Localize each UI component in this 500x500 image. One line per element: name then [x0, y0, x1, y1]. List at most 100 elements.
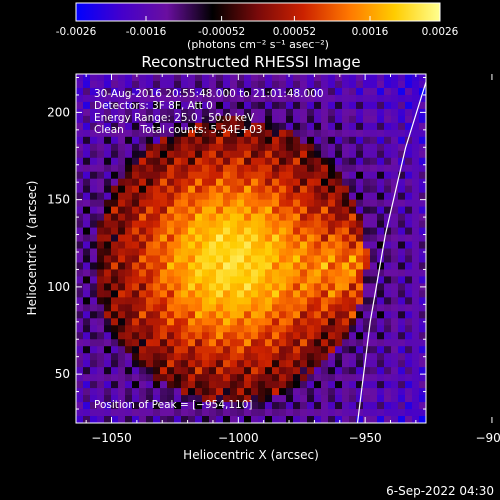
- heatmap-cell: [125, 206, 133, 214]
- heatmap-cell: [335, 164, 343, 173]
- heatmap-cell: [195, 353, 203, 361]
- heatmap-cell: [132, 318, 140, 326]
- heatmap-cell: [363, 374, 371, 382]
- heatmap-cell: [370, 409, 378, 417]
- heatmap-cell: [167, 185, 175, 194]
- heatmap-cell: [279, 122, 287, 131]
- heatmap-cell: [300, 87, 308, 96]
- heatmap-cell: [230, 248, 238, 256]
- heatmap-cell: [293, 290, 301, 298]
- heatmap-cell: [146, 262, 154, 270]
- heatmap-cell: [293, 122, 301, 131]
- heatmap-cell: [251, 402, 259, 410]
- heatmap-cell: [104, 346, 112, 354]
- heatmap-cell: [111, 381, 119, 389]
- heatmap-cells: [76, 74, 426, 423]
- heatmap-cell: [237, 94, 245, 103]
- heatmap-cell: [286, 374, 294, 382]
- heatmap-cell: [314, 185, 322, 194]
- heatmap-cell: [335, 150, 343, 159]
- heatmap-cell: [300, 199, 308, 208]
- heatmap-cell: [356, 164, 364, 173]
- heatmap-cell: [314, 143, 322, 152]
- heatmap-cell: [76, 157, 84, 166]
- heatmap-cell: [181, 297, 189, 305]
- heatmap-cell: [349, 192, 357, 201]
- heatmap-cell: [132, 311, 140, 319]
- heatmap-cell: [90, 227, 98, 235]
- heatmap-cell: [181, 185, 189, 194]
- heatmap-cell: [279, 74, 287, 82]
- heatmap-cell: [419, 213, 426, 221]
- heatmap-cell: [398, 171, 406, 180]
- heatmap-cell: [76, 325, 84, 333]
- heatmap-cell: [335, 416, 343, 423]
- heatmap-cell: [76, 297, 84, 305]
- heatmap-cell: [349, 276, 357, 284]
- heatmap-cell: [104, 374, 112, 382]
- heatmap-cell: [251, 269, 259, 277]
- heatmap-cell: [251, 262, 259, 270]
- heatmap-cell: [188, 74, 196, 82]
- heatmap-cell: [272, 374, 280, 382]
- heatmap-cell: [139, 374, 147, 382]
- heatmap-cell: [181, 290, 189, 298]
- heatmap-cell: [419, 199, 426, 208]
- heatmap-cell: [412, 87, 420, 96]
- heatmap-cell: [286, 87, 294, 96]
- heatmap-cell: [83, 311, 91, 319]
- heatmap-cell: [258, 150, 266, 159]
- heatmap-cell: [202, 80, 210, 89]
- heatmap-cell: [279, 304, 287, 312]
- heatmap-cell: [328, 339, 336, 347]
- heatmap-cell: [342, 409, 350, 417]
- heatmap-cell: [286, 248, 294, 256]
- heatmap-cell: [174, 255, 182, 263]
- heatmap-cell: [398, 290, 406, 298]
- heatmap-cell: [307, 332, 315, 340]
- heatmap-cell: [237, 262, 245, 270]
- heatmap-cell: [363, 241, 371, 249]
- heatmap-cell: [419, 318, 426, 326]
- heatmap-cell: [293, 178, 301, 187]
- heatmap-cell: [349, 402, 357, 410]
- heatmap-cell: [412, 220, 420, 228]
- heatmap-cell: [398, 108, 406, 117]
- heatmap-cell: [188, 213, 196, 221]
- heatmap-cell: [111, 311, 119, 319]
- heatmap-cell: [230, 241, 238, 249]
- heatmap-cell: [97, 402, 105, 410]
- heatmap-cell: [153, 269, 161, 277]
- heatmap-cell: [202, 395, 210, 403]
- heatmap-cell: [321, 332, 329, 340]
- heatmap-cell: [167, 220, 175, 228]
- heatmap-cell: [181, 416, 189, 423]
- heatmap-cell: [398, 402, 406, 410]
- heatmap-cell: [363, 402, 371, 410]
- heatmap-cell: [279, 178, 287, 187]
- heatmap-cell: [391, 122, 399, 131]
- heatmap-cell: [377, 381, 385, 389]
- heatmap-cell: [90, 185, 98, 194]
- heatmap-cell: [83, 388, 91, 396]
- heatmap-cell: [398, 262, 406, 270]
- heatmap-cell: [342, 220, 350, 228]
- heatmap-cell: [251, 101, 259, 110]
- heatmap-cell: [272, 115, 280, 124]
- heatmap-cell: [258, 234, 266, 242]
- heatmap-cell: [181, 262, 189, 270]
- heatmap-cell: [328, 332, 336, 340]
- heatmap-cell: [377, 199, 385, 208]
- heatmap-cell: [265, 199, 273, 208]
- heatmap-cell: [300, 164, 308, 173]
- heatmap-cell: [97, 395, 105, 403]
- heatmap-cell: [335, 129, 343, 138]
- heatmap-cell: [237, 255, 245, 263]
- heatmap-cell: [293, 297, 301, 305]
- heatmap-cell: [188, 164, 196, 173]
- heatmap-cell: [118, 381, 126, 389]
- heatmap-cell: [328, 360, 336, 368]
- heatmap-cell: [237, 101, 245, 110]
- heatmap-cell: [209, 220, 217, 228]
- heatmap-cell: [314, 80, 322, 89]
